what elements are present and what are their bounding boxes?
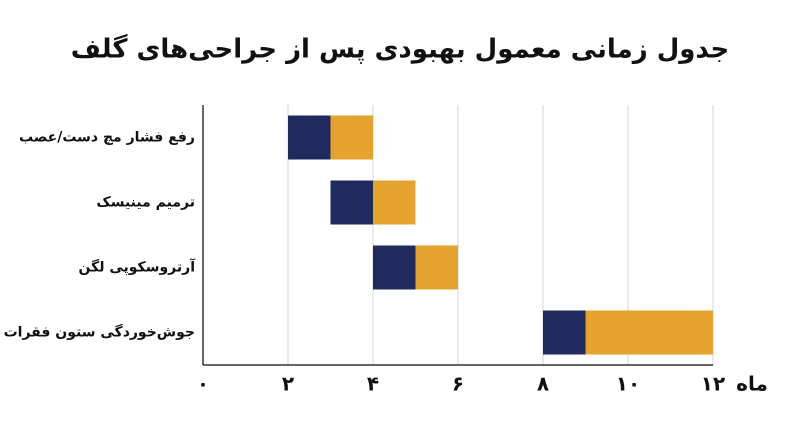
y-tick-label: ترمیم مینیسک	[96, 195, 195, 211]
bar-segment	[330, 115, 373, 160]
bar-segment	[330, 180, 373, 225]
bar-segment	[543, 310, 586, 355]
y-tick-label: رفع فشار مچ دست/عصب	[19, 130, 195, 146]
x-tick-label: ۲	[282, 372, 294, 396]
bar-segment	[288, 115, 331, 160]
bar-segment	[415, 245, 458, 290]
x-tick-label: ۱۰	[616, 372, 640, 396]
x-tick-label: ۰	[197, 372, 209, 396]
x-tick-label: ۸	[537, 372, 549, 396]
bar-segment	[373, 245, 416, 290]
bar-segment	[585, 310, 713, 355]
y-tick-label: آرتروسکوپی لگن	[78, 258, 196, 276]
x-axis-label: ماه	[736, 372, 768, 396]
chart-title: جدول زمانی معمول بهبودی پس از جراحی‌های …	[71, 34, 729, 65]
x-tick-label: ۱۲	[701, 372, 725, 396]
x-tick-label: ۶	[452, 372, 464, 396]
x-tick-label: ۴	[367, 372, 379, 396]
y-tick-label: جوش‌خوردگی ستون فقرات	[4, 324, 195, 341]
bar-segment	[373, 180, 416, 225]
